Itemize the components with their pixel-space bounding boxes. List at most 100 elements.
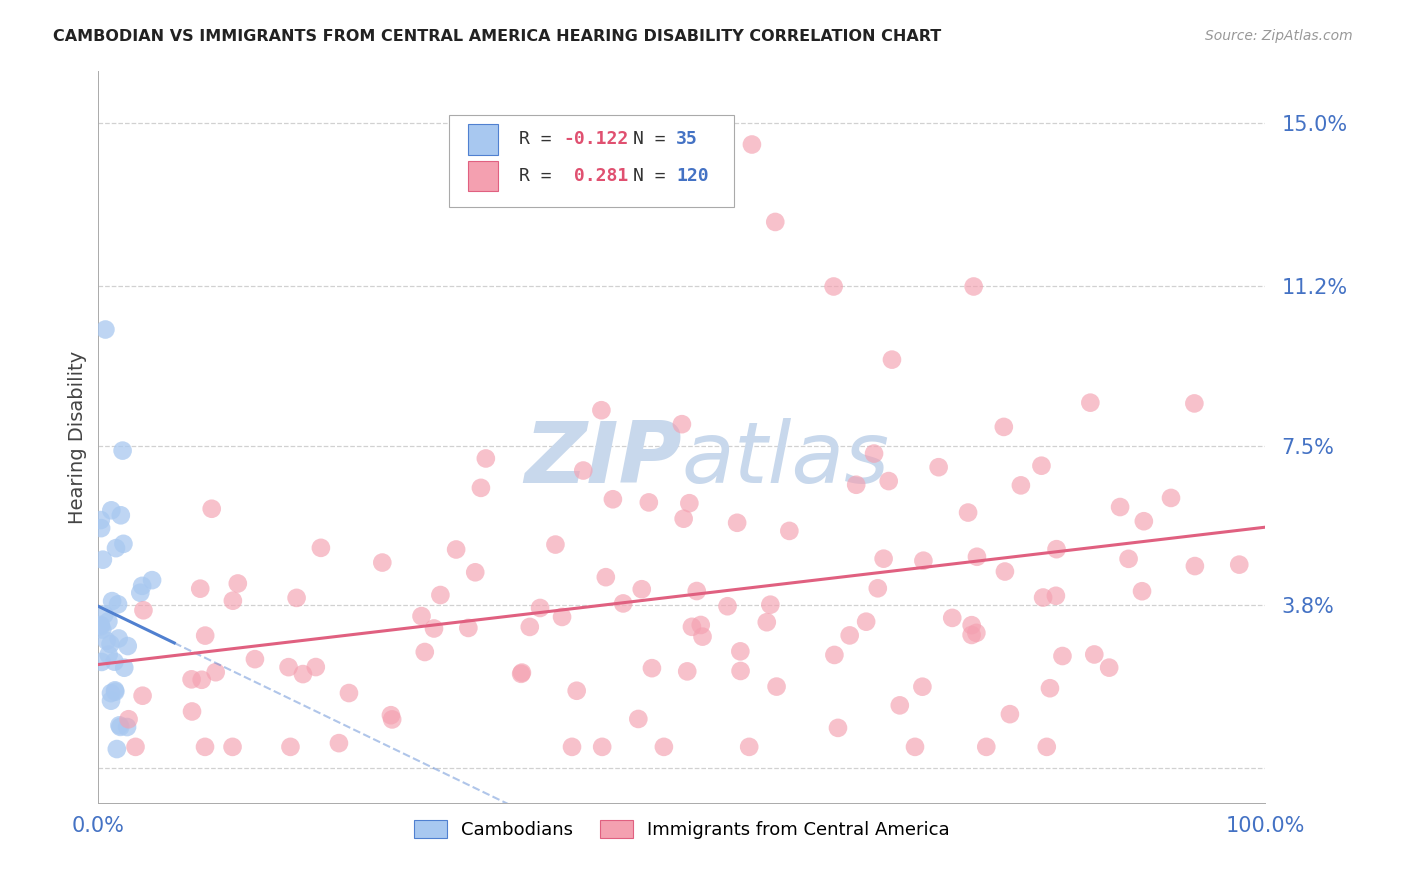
- Point: [1109, 500, 1132, 514]
- Point: [716, 599, 738, 614]
- Point: [551, 610, 574, 624]
- Point: [866, 582, 889, 596]
- Point: [1098, 660, 1121, 674]
- Point: [960, 628, 983, 642]
- Legend: Cambodians, Immigrants from Central America: Cambodians, Immigrants from Central Amer…: [406, 813, 957, 847]
- Point: [107, 632, 129, 646]
- Point: [305, 660, 328, 674]
- Point: [90, 655, 112, 669]
- Point: [591, 739, 613, 754]
- Point: [974, 739, 997, 754]
- Point: [104, 683, 127, 698]
- Point: [1160, 491, 1182, 505]
- Point: [100, 686, 122, 700]
- Point: [529, 601, 551, 615]
- Point: [612, 596, 634, 610]
- Point: [124, 739, 146, 754]
- Point: [998, 707, 1021, 722]
- Point: [652, 739, 675, 754]
- Point: [823, 279, 845, 293]
- Point: [960, 618, 983, 632]
- Point: [965, 625, 987, 640]
- Point: [222, 593, 245, 607]
- Point: [845, 477, 868, 491]
- Point: [544, 538, 567, 552]
- Point: [889, 698, 911, 713]
- Point: [765, 680, 787, 694]
- Point: [371, 556, 394, 570]
- Point: [725, 516, 748, 530]
- FancyBboxPatch shape: [449, 115, 734, 207]
- Point: [1227, 558, 1250, 572]
- Point: [411, 609, 433, 624]
- Point: [444, 542, 467, 557]
- Point: [90, 521, 112, 535]
- Point: [117, 712, 139, 726]
- Point: [1184, 559, 1206, 574]
- Point: [243, 652, 266, 666]
- Point: [291, 667, 314, 681]
- Point: [101, 594, 124, 608]
- Point: [641, 661, 664, 675]
- Point: [676, 665, 699, 679]
- Point: [855, 615, 877, 629]
- Point: [90, 513, 112, 527]
- Point: [107, 597, 129, 611]
- Point: [100, 694, 122, 708]
- Point: [671, 417, 693, 432]
- Point: [730, 664, 752, 678]
- Text: R =: R =: [519, 167, 562, 185]
- Point: [838, 628, 860, 642]
- Text: -0.122: -0.122: [562, 130, 628, 148]
- Point: [457, 621, 479, 635]
- Text: N =: N =: [633, 130, 676, 148]
- Point: [1133, 514, 1156, 528]
- Point: [1010, 478, 1032, 492]
- Point: [1045, 542, 1067, 557]
- Point: [104, 684, 127, 698]
- Point: [103, 655, 125, 669]
- Text: N =: N =: [633, 167, 676, 185]
- Point: [328, 736, 350, 750]
- Point: [285, 591, 308, 605]
- Point: [692, 630, 714, 644]
- Point: [277, 660, 299, 674]
- Point: [111, 443, 134, 458]
- Point: [194, 739, 217, 754]
- FancyBboxPatch shape: [468, 161, 498, 191]
- Point: [519, 620, 541, 634]
- Point: [602, 492, 624, 507]
- Point: [221, 739, 243, 754]
- Text: 35: 35: [676, 130, 697, 148]
- Point: [201, 501, 224, 516]
- Point: [132, 603, 155, 617]
- Point: [823, 648, 845, 662]
- Point: [672, 512, 695, 526]
- Point: [115, 720, 138, 734]
- Point: [112, 537, 135, 551]
- Point: [957, 506, 980, 520]
- Point: [190, 673, 212, 687]
- Point: [880, 352, 903, 367]
- Point: [1032, 591, 1054, 605]
- Point: [678, 496, 700, 510]
- Point: [730, 644, 752, 658]
- Point: [475, 451, 498, 466]
- Point: [97, 615, 120, 629]
- Point: [877, 474, 900, 488]
- Point: [755, 615, 778, 630]
- Point: [1182, 396, 1205, 410]
- Point: [91, 552, 114, 566]
- Point: [141, 573, 163, 587]
- Point: [97, 648, 120, 662]
- Point: [226, 576, 249, 591]
- Point: [100, 503, 122, 517]
- Point: [1045, 589, 1067, 603]
- Text: 0.281: 0.281: [562, 167, 628, 185]
- Point: [630, 582, 652, 597]
- Point: [827, 721, 849, 735]
- Point: [689, 618, 711, 632]
- Point: [117, 639, 139, 653]
- Point: [1130, 584, 1153, 599]
- Point: [928, 460, 950, 475]
